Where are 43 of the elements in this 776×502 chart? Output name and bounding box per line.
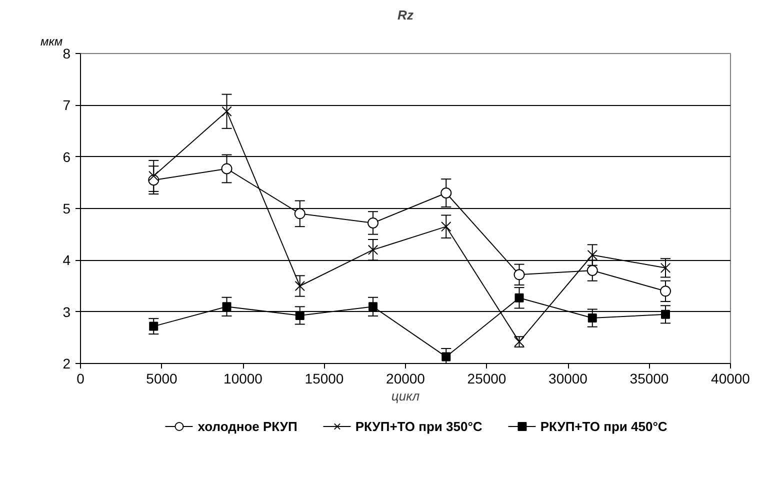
point bbox=[294, 280, 305, 292]
y-axis-title: мкм bbox=[40, 34, 63, 48]
x-tick-label: 20000 bbox=[386, 370, 426, 386]
point bbox=[368, 244, 378, 255]
point bbox=[660, 262, 671, 274]
y-tick-label: 6 bbox=[62, 148, 71, 165]
x-axis-title: цикл bbox=[391, 388, 420, 404]
point bbox=[149, 322, 158, 331]
x-tick-label: 5000 bbox=[146, 370, 178, 386]
point bbox=[588, 314, 597, 323]
point bbox=[222, 106, 232, 116]
x-tick-label: 40000 bbox=[711, 370, 750, 386]
x-tick-label: 35000 bbox=[630, 370, 669, 386]
legend-label: РКУП+ТО при 450°C bbox=[540, 418, 668, 434]
point bbox=[368, 302, 378, 312]
legend-label: холодное РКУП bbox=[198, 418, 298, 434]
legend-label: РКУП+ТО при 350°C bbox=[355, 418, 482, 434]
point bbox=[440, 188, 452, 198]
point bbox=[587, 250, 598, 260]
point bbox=[221, 163, 232, 174]
x-tick-label: 30000 bbox=[548, 370, 588, 386]
point bbox=[586, 265, 598, 276]
point bbox=[294, 208, 306, 220]
y-tick-label: 7 bbox=[62, 97, 71, 114]
y-tick-label: 8 bbox=[62, 46, 71, 62]
point bbox=[148, 170, 159, 182]
x-tick-label: 10000 bbox=[224, 370, 263, 386]
point bbox=[368, 217, 378, 228]
point bbox=[514, 269, 525, 280]
point bbox=[514, 293, 524, 302]
chart-title: Rz bbox=[398, 8, 414, 22]
point bbox=[661, 310, 670, 319]
y-tick-label: 3 bbox=[62, 304, 71, 320]
y-tick-label: 4 bbox=[62, 252, 71, 268]
point bbox=[660, 286, 671, 297]
point bbox=[442, 352, 451, 362]
x-tick-label: 0 bbox=[76, 370, 85, 386]
x-tick-label: 25000 bbox=[467, 370, 506, 386]
point bbox=[441, 221, 452, 232]
y-tick-label: 2 bbox=[62, 356, 71, 372]
x-tick-label: 15000 bbox=[304, 370, 344, 386]
y-tick-label: 5 bbox=[62, 200, 71, 216]
point bbox=[222, 302, 232, 312]
